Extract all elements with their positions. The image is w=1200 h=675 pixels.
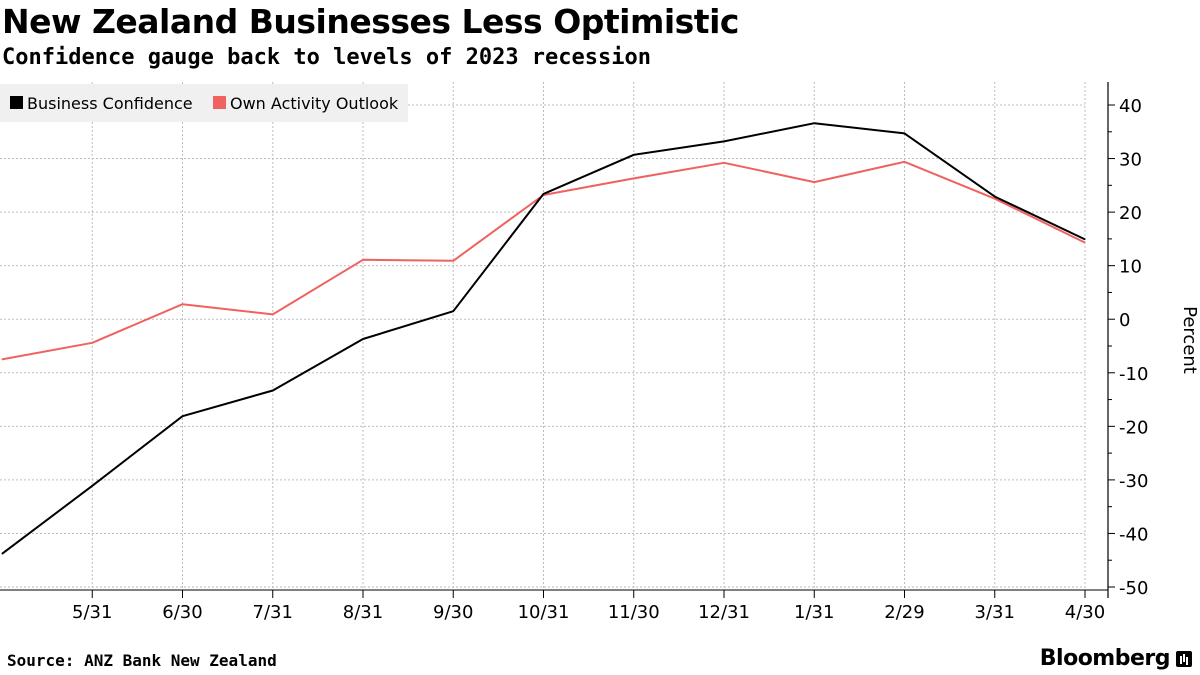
legend-label-own-activity-outlook: Own Activity Outlook bbox=[230, 94, 399, 113]
data-point-own-activity-outlook bbox=[452, 260, 454, 262]
y-axis: 40 30 20 10 0 -10 -20 -30 -40 -50 bbox=[1107, 82, 1148, 599]
x-tick-label: 5/31 bbox=[72, 602, 112, 623]
x-tick-label: 4/30 bbox=[1065, 602, 1105, 623]
data-point-business-confidence bbox=[1, 553, 3, 555]
data-point-business-confidence bbox=[543, 193, 544, 195]
x-tick-label: 8/31 bbox=[343, 602, 383, 623]
data-point-business-confidence bbox=[362, 338, 364, 340]
data-point-own-activity-outlook bbox=[1, 358, 3, 360]
y-tick-label: -40 bbox=[1119, 524, 1148, 545]
legend-label-business-confidence: Business Confidence bbox=[27, 94, 193, 113]
data-point-business-confidence bbox=[272, 389, 274, 391]
data-point-business-confidence bbox=[1084, 238, 1086, 240]
y-tick-label: 20 bbox=[1119, 203, 1142, 224]
data-point-business-confidence bbox=[91, 485, 93, 487]
data-point-business-confidence bbox=[904, 132, 905, 134]
legend-swatch-own-activity-outlook bbox=[213, 96, 226, 109]
legend-background bbox=[0, 84, 408, 122]
data-point-own-activity-outlook bbox=[813, 181, 815, 183]
bloomberg-logo: Bloomberg bbox=[1040, 646, 1192, 671]
x-tick-label: 6/30 bbox=[162, 602, 202, 623]
y-tick-label: 10 bbox=[1119, 257, 1142, 278]
y-tick-label: -30 bbox=[1119, 471, 1148, 492]
data-point-business-confidence bbox=[633, 154, 635, 156]
source-note: Source: ANZ Bank New Zealand bbox=[7, 651, 277, 670]
data-point-own-activity-outlook bbox=[182, 303, 183, 305]
line-chart: 40 30 20 10 0 -10 -20 -30 -40 -50 5/31 6/30 7/31 8/3… bbox=[0, 82, 1200, 623]
bloomberg-terminal-icon bbox=[1176, 650, 1192, 667]
data-point-own-activity-outlook bbox=[1084, 242, 1086, 244]
y-tick-label: 0 bbox=[1119, 310, 1130, 331]
x-tick-label: 7/31 bbox=[253, 602, 293, 623]
data-point-own-activity-outlook bbox=[272, 313, 274, 315]
chart-subtitle: Confidence gauge back to levels of 2023 … bbox=[2, 45, 652, 70]
y-tick-label: -10 bbox=[1119, 364, 1148, 385]
data-point-own-activity-outlook bbox=[91, 342, 93, 344]
x-tick-label: 12/31 bbox=[698, 602, 750, 623]
data-point-business-confidence bbox=[813, 122, 815, 124]
data-point-own-activity-outlook bbox=[723, 162, 725, 164]
brand-name: Bloomberg bbox=[1039, 646, 1171, 671]
x-tick-label: 1/31 bbox=[794, 602, 834, 623]
grid-lines bbox=[0, 82, 1086, 590]
y-tick-label: -50 bbox=[1119, 578, 1148, 599]
data-point-business-confidence bbox=[723, 140, 725, 142]
y-tick-label: 40 bbox=[1119, 96, 1142, 117]
data-point-business-confidence bbox=[994, 196, 996, 198]
series-lines bbox=[1, 122, 1086, 555]
x-tick-label: 3/31 bbox=[975, 602, 1015, 623]
x-tick-label: 9/30 bbox=[433, 602, 473, 623]
x-tick-label: 10/31 bbox=[518, 602, 570, 623]
x-tick-label: 11/30 bbox=[608, 602, 660, 623]
x-tick-label: 2/29 bbox=[884, 602, 924, 623]
chart-title: New Zealand Businesses Less Optimistic bbox=[2, 2, 739, 41]
y-tick-label: 30 bbox=[1119, 150, 1142, 171]
data-point-own-activity-outlook bbox=[362, 259, 364, 261]
data-point-business-confidence bbox=[182, 415, 183, 417]
data-point-own-activity-outlook bbox=[994, 198, 996, 200]
data-point-own-activity-outlook bbox=[633, 177, 635, 179]
y-tick-label: -20 bbox=[1119, 417, 1148, 438]
legend-swatch-business-confidence bbox=[10, 96, 23, 109]
x-axis: 5/31 6/30 7/31 8/31 9/30 10/31 11/30 12/31 1/31 2… bbox=[0, 589, 1108, 623]
legend: Business Confidence Own Activity Outlook bbox=[0, 84, 408, 122]
data-point-own-activity-outlook bbox=[904, 161, 905, 163]
y-axis-label: Percent bbox=[1179, 306, 1200, 374]
data-point-business-confidence bbox=[452, 310, 454, 312]
